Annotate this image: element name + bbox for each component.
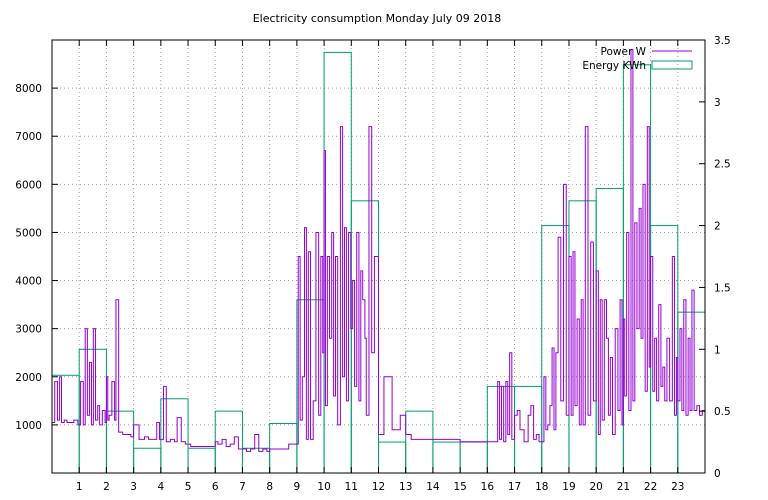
legend-power-label: Power W — [601, 46, 647, 58]
x-tick-label: 8 — [266, 481, 273, 493]
energy-bar — [432, 441, 461, 474]
x-tick-label: 11 — [345, 481, 358, 493]
y2-tick-label: 0.5 — [714, 406, 731, 418]
energy-bar — [51, 374, 80, 474]
legend: Power W Energy KWh — [582, 46, 693, 72]
x-tick-label: 21 — [617, 481, 630, 493]
x-tick-label: 23 — [671, 481, 684, 493]
y2-tick-label: 1.5 — [714, 282, 731, 294]
y2-tick-label: 3 — [714, 97, 721, 109]
x-tick-label: 22 — [644, 481, 657, 493]
power-series — [52, 49, 706, 452]
power-line — [52, 49, 706, 452]
y-tick-label: 1000 — [15, 420, 42, 432]
y-tick-label: 4000 — [15, 276, 42, 288]
legend-energy-label: Energy KWh — [582, 60, 646, 72]
y-tick-label: 3000 — [15, 324, 42, 336]
x-tick-label: 1 — [76, 481, 83, 493]
x-tick-label: 12 — [372, 481, 385, 493]
x-tick-label: 9 — [294, 481, 301, 493]
y-tick-label: 8000 — [15, 83, 42, 95]
y-tick-label: 7000 — [15, 131, 42, 143]
energy-bar — [378, 441, 407, 474]
x-tick-label: 18 — [535, 481, 548, 493]
energy-bar — [459, 441, 488, 474]
x-tick-label: 17 — [508, 481, 521, 493]
legend-energy-swatch — [651, 60, 693, 70]
x-tick-label: 10 — [317, 481, 330, 493]
x-tick-label: 6 — [212, 481, 219, 493]
x-tick-label: 3 — [130, 481, 137, 493]
y2-tick-label: 3.5 — [714, 35, 731, 47]
energy-bar — [405, 410, 434, 474]
x-tick-label: 14 — [426, 481, 440, 493]
energy-bar — [269, 423, 298, 474]
x-tick-label: 4 — [157, 481, 164, 493]
energy-bar — [133, 447, 162, 474]
x-tick-label: 5 — [185, 481, 192, 493]
y2-tick-label: 2.5 — [714, 159, 731, 171]
energy-bar — [541, 225, 570, 474]
energy-bar — [187, 447, 216, 474]
y2-tick-label: 0 — [714, 468, 721, 480]
x-tick-label: 2 — [103, 481, 110, 493]
x-tick-label: 13 — [399, 481, 412, 493]
axes: 1 2 3 4 5 6 7 8 9 10 11 12 13 14 15 16 17 18 19 20 21 22 23100… — [15, 35, 730, 493]
chart-title: Electricity consumption Monday July 09 2… — [253, 12, 502, 25]
x-tick-label: 7 — [239, 481, 246, 493]
energy-bar — [486, 385, 516, 474]
x-tick-label: 15 — [453, 481, 466, 493]
y-tick-label: 6000 — [15, 179, 42, 191]
y-tick-label: 2000 — [15, 372, 42, 384]
y2-tick-label: 1 — [714, 344, 721, 356]
x-tick-label: 20 — [589, 481, 602, 493]
y-tick-label: 5000 — [15, 227, 42, 239]
energy-bar — [160, 398, 189, 474]
y2-tick-label: 2 — [714, 221, 721, 233]
energy-bar — [105, 410, 135, 474]
x-tick-label: 19 — [562, 481, 575, 493]
energy-bar — [241, 447, 271, 474]
x-tick-label: 16 — [481, 481, 495, 493]
